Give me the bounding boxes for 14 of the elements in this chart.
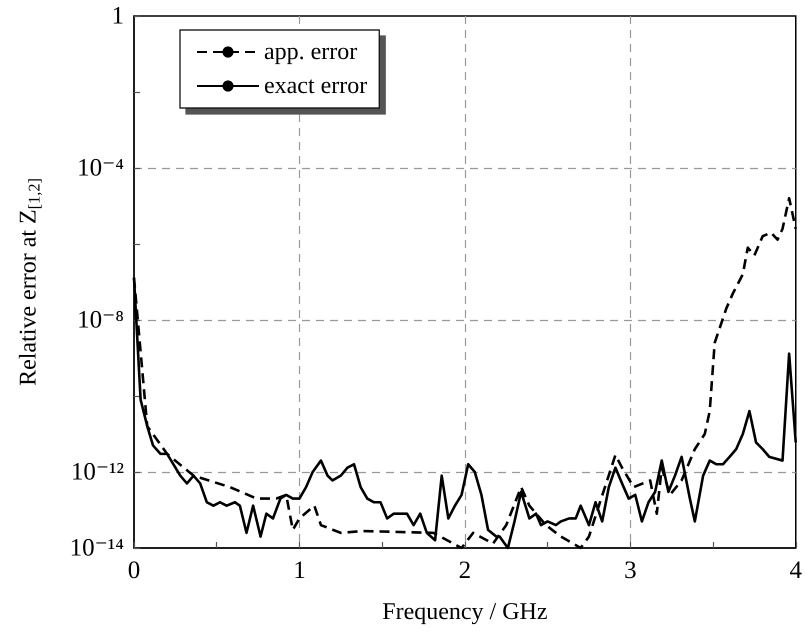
y-tick-label: 10⁻¹²	[70, 458, 124, 486]
x-tick-label: 0	[128, 557, 140, 584]
x-axis-title: Frequency / GHz	[382, 599, 548, 625]
y-tick-label: 10⁻⁴	[77, 154, 124, 182]
x-tick-label: 4	[790, 557, 802, 584]
y-tick-label: 10⁻⁸	[77, 306, 124, 334]
legend-label: app. error	[264, 39, 358, 65]
x-tick-label: 3	[624, 557, 637, 584]
legend-label: exact error	[264, 73, 368, 99]
x-tick-label: 2	[458, 557, 472, 584]
x-tick-label: 1	[293, 557, 306, 584]
y-tick-label: 1	[112, 2, 124, 30]
y-axis-title: Relative error at Z[1,2]	[16, 178, 44, 386]
y-tick-label: 10⁻¹⁴	[70, 534, 124, 562]
